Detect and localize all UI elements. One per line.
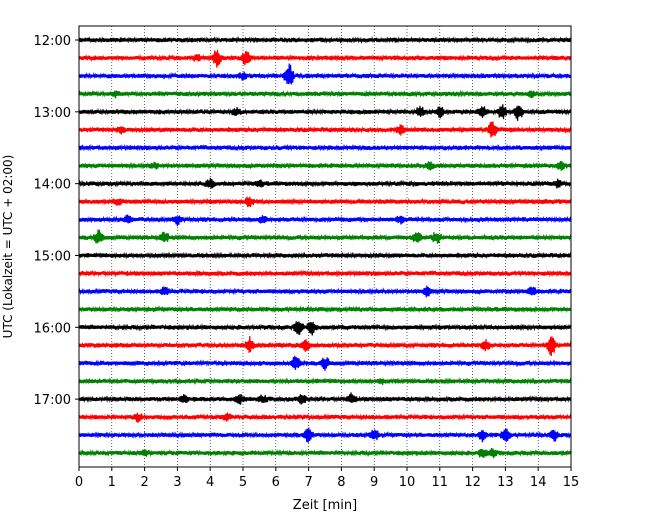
trace-1315: [78, 121, 572, 138]
trace-1730: [78, 427, 572, 443]
y-tick-label: 14:00: [34, 178, 71, 193]
y-tick-label: 13:00: [34, 106, 71, 121]
x-axis-ticks: 0 1 2 3 4 5 6 7 8 9 10 11 12 13 14 15: [75, 467, 579, 490]
y-tick-label: 17:00: [34, 393, 71, 408]
plot-frame: [78, 25, 572, 468]
x-tick-label: 3: [173, 475, 181, 490]
trace-1200: [78, 36, 572, 45]
y-tick-label: 12:00: [34, 34, 71, 49]
trace-1400: [78, 177, 572, 189]
x-tick-label: 11: [432, 475, 449, 490]
trace-1245: [78, 89, 572, 99]
x-tick-label: 12: [464, 475, 481, 490]
trace-1745: [78, 448, 572, 459]
trace-1430: [78, 214, 572, 227]
trace-1230: [78, 63, 572, 85]
x-tick-label: 8: [337, 475, 345, 490]
trace-1215: [78, 49, 572, 68]
x-tick-label: 15: [563, 475, 580, 490]
trace-1715: [78, 412, 572, 423]
x-tick-label: 1: [108, 475, 116, 490]
x-tick-label: 7: [304, 475, 312, 490]
trace-1530: [78, 285, 572, 298]
trace-1615: [78, 335, 572, 357]
x-tick-label: 9: [370, 475, 378, 490]
trace-1345: [78, 160, 572, 171]
trace-1545: [78, 305, 572, 314]
trace-1500: [78, 251, 572, 260]
x-tick-label: 10: [399, 475, 416, 490]
y-axis-ticks: 12:00 13:00 14:00 15:00 16:00 17:00: [34, 34, 79, 408]
x-tick-label: 14: [530, 475, 547, 490]
y-tick-label: 16:00: [34, 321, 71, 336]
trace-1515: [78, 269, 572, 278]
trace-1300: [78, 104, 572, 121]
trace-1645: [78, 376, 572, 386]
trace-1445: [78, 229, 572, 244]
x-tick-label: 13: [497, 475, 514, 490]
trace-1630: [78, 355, 572, 371]
x-tick-label: 6: [272, 475, 280, 490]
trace-1600: [78, 321, 572, 336]
trace-1700: [78, 392, 572, 405]
trace-1415: [78, 196, 572, 208]
x-tick-label: 0: [75, 475, 83, 490]
y-axis-label: UTC (Lokalzeit = UTC + 02:00): [1, 155, 15, 339]
x-axis-label: Zeit [min]: [293, 498, 357, 513]
x-tick-label: 4: [206, 475, 214, 490]
y-tick-label: 15:00: [34, 249, 71, 264]
x-tick-label: 2: [140, 475, 148, 490]
trace-1330: [78, 143, 572, 152]
seismic-traces: [78, 36, 572, 459]
x-tick-label: 5: [239, 475, 247, 490]
